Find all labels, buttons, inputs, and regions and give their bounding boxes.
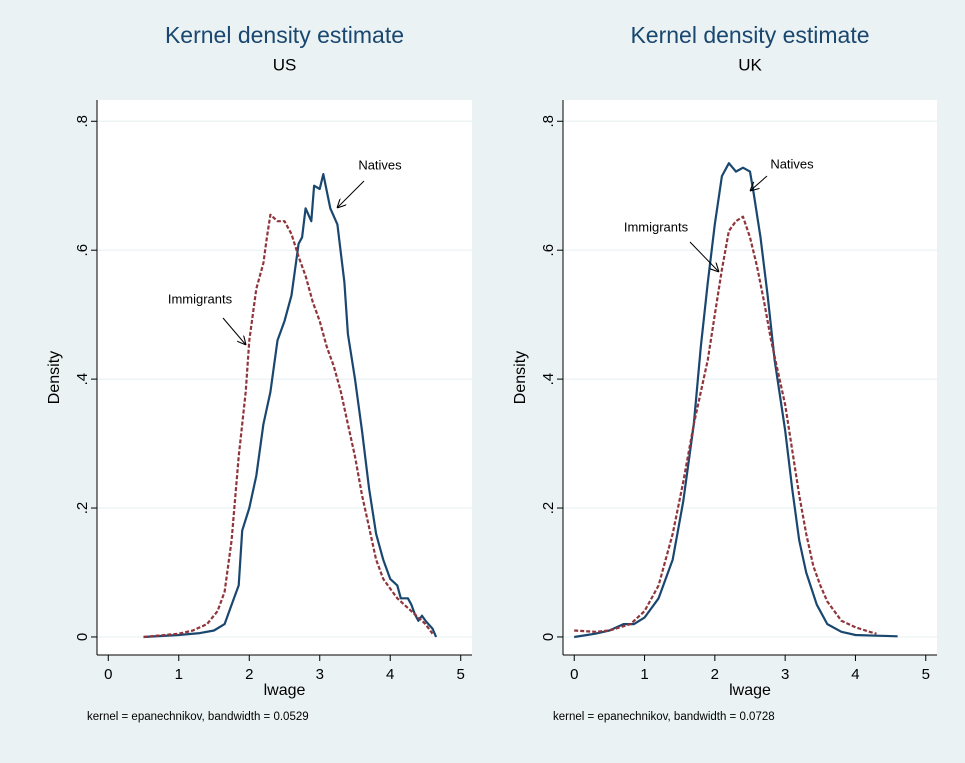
y-tick-label: .4 bbox=[540, 373, 557, 386]
x-tick-label: 5 bbox=[457, 666, 465, 683]
x-axis-label: lwage bbox=[264, 682, 306, 699]
series-label: Immigrants bbox=[168, 291, 233, 306]
series-label: Immigrants bbox=[624, 219, 689, 234]
density-line bbox=[574, 215, 877, 635]
annotation-arrow bbox=[750, 175, 768, 191]
annotation-arrow bbox=[337, 180, 365, 208]
note: kernel = epanechnikov, bandwidth = 0.072… bbox=[553, 711, 775, 723]
x-tick-label: 3 bbox=[781, 666, 789, 683]
y-tick-label: .6 bbox=[540, 244, 557, 257]
chart-subtitle: UK bbox=[738, 55, 762, 74]
series-label: Natives bbox=[358, 157, 402, 172]
x-tick-label: 0 bbox=[104, 666, 112, 683]
density-line bbox=[143, 213, 434, 639]
annotation-arrow bbox=[222, 317, 246, 345]
note: kernel = epanechnikov, bandwidth = 0.052… bbox=[87, 711, 309, 723]
x-tick-label: 2 bbox=[245, 666, 253, 683]
x-axis-label: lwage bbox=[729, 682, 771, 699]
y-tick-label: .8 bbox=[540, 115, 557, 128]
plot-area bbox=[97, 100, 472, 655]
y-tick-label: .8 bbox=[74, 115, 91, 128]
y-axis-label: Density bbox=[512, 351, 529, 404]
x-tick-label: 0 bbox=[570, 666, 578, 683]
y-tick-label: .6 bbox=[74, 244, 91, 257]
plot-area bbox=[563, 100, 937, 655]
y-axis-label: Density bbox=[46, 351, 63, 404]
x-tick-label: 4 bbox=[386, 666, 394, 683]
annotation-arrow bbox=[689, 241, 719, 272]
x-tick-label: 2 bbox=[711, 666, 719, 683]
series-label: Natives bbox=[770, 156, 814, 171]
chart-title: Kernel density estimate bbox=[630, 22, 869, 48]
x-tick-label: 1 bbox=[640, 666, 648, 683]
density-line bbox=[143, 173, 438, 639]
x-tick-label: 3 bbox=[316, 666, 324, 683]
y-tick-label: 0 bbox=[540, 633, 557, 641]
y-tick-label: .2 bbox=[540, 502, 557, 515]
y-tick-label: 0 bbox=[74, 633, 91, 641]
x-tick-label: 4 bbox=[851, 666, 859, 683]
y-tick-label: .2 bbox=[74, 502, 91, 515]
x-tick-label: 1 bbox=[175, 666, 183, 683]
chart-title: Kernel density estimate bbox=[165, 22, 404, 48]
chart-subtitle: US bbox=[273, 55, 297, 74]
x-tick-label: 5 bbox=[922, 666, 930, 683]
density-line bbox=[574, 162, 898, 639]
y-tick-label: .4 bbox=[74, 373, 91, 386]
